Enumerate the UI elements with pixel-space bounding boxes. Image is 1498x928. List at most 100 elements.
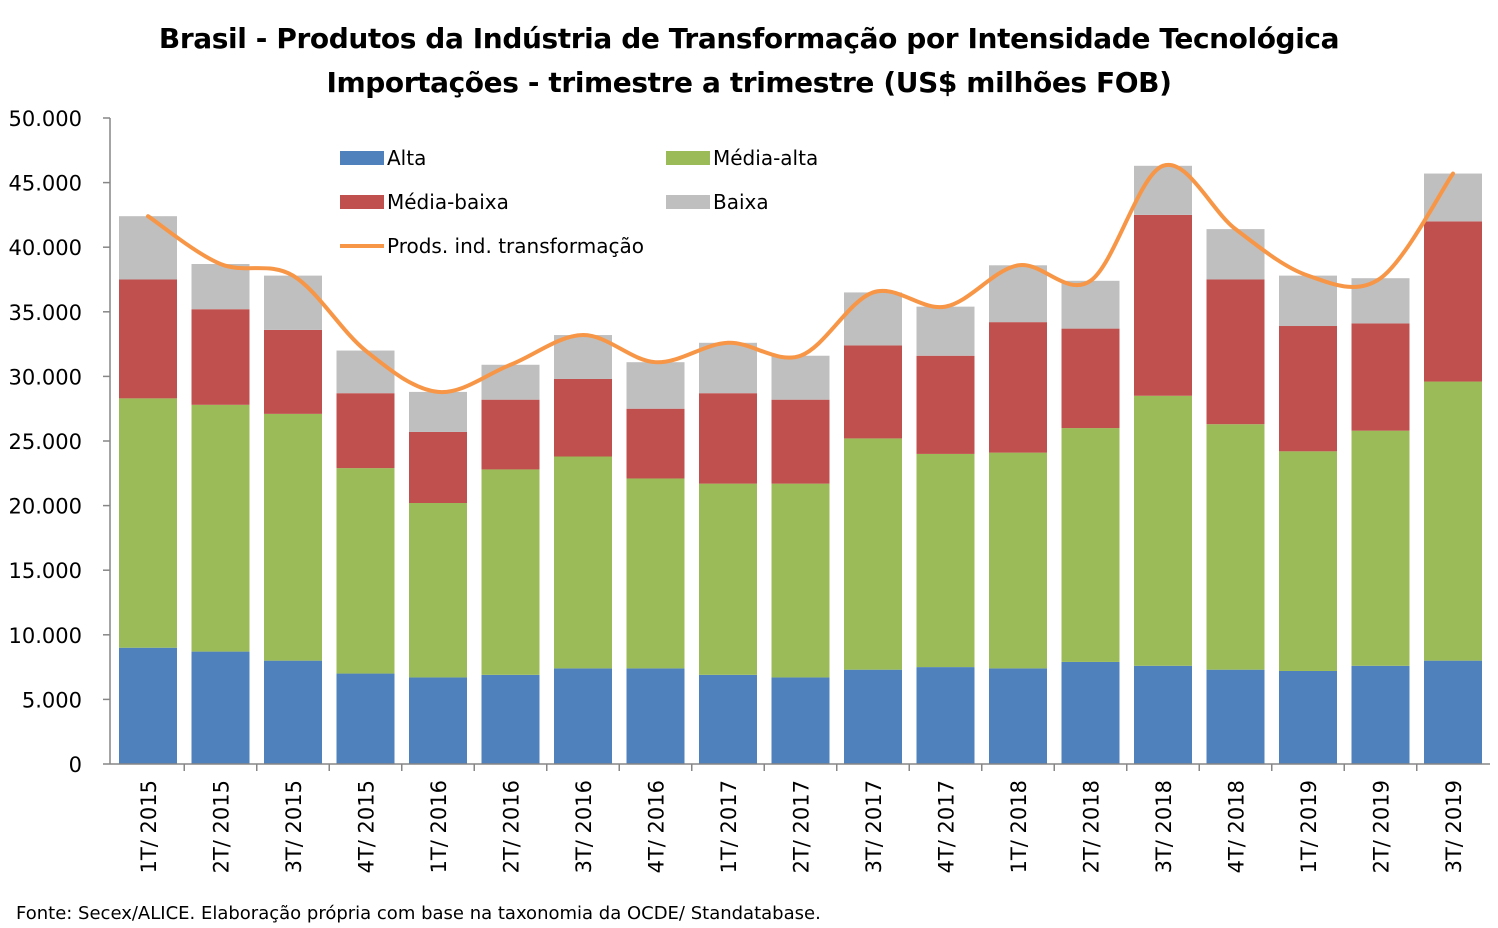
x-tick-label: 2T/ 2019 — [1370, 780, 1394, 873]
chart-title: Brasil - Produtos da Indústria de Transf… — [158, 22, 1340, 55]
bar-m-dia-alta-17 — [1279, 451, 1337, 671]
x-tick-label: 4T/ 2016 — [645, 780, 669, 873]
bar-m-dia-baixa-4 — [336, 393, 395, 469]
bar-m-dia-baixa-7 — [554, 378, 612, 457]
x-tick-label: 1T/ 2017 — [717, 780, 741, 873]
bar-m-dia-baixa-10 — [771, 399, 830, 484]
bar-m-dia-alta-5 — [409, 503, 467, 678]
bar-baixa-14 — [1061, 280, 1120, 329]
bar-alta-13 — [989, 668, 1047, 764]
bar-baixa-16 — [1206, 229, 1265, 280]
y-tick-label: 35.000 — [9, 301, 82, 325]
bar-baixa-3 — [264, 275, 322, 330]
bar-m-dia-alta-15 — [1134, 395, 1192, 666]
y-tick-label: 20.000 — [9, 495, 82, 519]
y-tick-label: 45.000 — [9, 172, 82, 196]
bar-baixa-7 — [554, 335, 612, 379]
bar-alta-4 — [336, 673, 395, 764]
bar-baixa-12 — [916, 306, 975, 356]
bar-m-dia-baixa-9 — [699, 393, 757, 484]
bar-baixa-5 — [409, 391, 467, 432]
x-tick-label: 1T/ 2018 — [1007, 780, 1031, 873]
x-tick-label: 3T/ 2018 — [1152, 780, 1176, 873]
bar-m-dia-alta-10 — [771, 483, 830, 678]
legend-swatch-m-dia-baixa — [340, 195, 384, 209]
bar-m-dia-alta-8 — [626, 478, 685, 669]
bar-baixa-9 — [699, 342, 757, 394]
x-tick-label: 2T/ 2017 — [790, 780, 814, 873]
bar-m-dia-baixa-19 — [1424, 221, 1482, 382]
chart-subtitle: Importações - trimestre a trimestre (US$… — [326, 66, 1172, 99]
bar-alta-8 — [626, 668, 685, 764]
legend-label-m-dia-alta: Média-alta — [713, 146, 818, 170]
total-line-group — [146, 162, 1455, 394]
legend-label-baixa: Baixa — [713, 190, 769, 214]
y-tick-label: 5.000 — [22, 688, 82, 712]
bar-baixa-6 — [481, 364, 540, 400]
bar-alta-2 — [191, 651, 250, 764]
bar-m-dia-alta-1 — [119, 398, 177, 648]
bar-m-dia-alta-13 — [989, 452, 1047, 669]
y-tick-label: 10.000 — [9, 624, 82, 648]
bar-m-dia-baixa-16 — [1206, 279, 1265, 425]
bar-baixa-11 — [844, 292, 902, 346]
bar-alta-16 — [1206, 669, 1265, 764]
bar-baixa-19 — [1424, 173, 1482, 222]
bar-m-dia-baixa-11 — [844, 345, 902, 439]
x-tick-label: 1T/ 2016 — [427, 780, 451, 873]
bar-m-dia-baixa-18 — [1351, 323, 1410, 431]
legend-label-m-dia-baixa: Média-baixa — [387, 190, 509, 214]
bar-alta-18 — [1351, 665, 1410, 764]
x-tick-label: 1T/ 2019 — [1297, 780, 1321, 873]
bar-m-dia-baixa-6 — [481, 399, 540, 470]
bar-alta-1 — [119, 647, 177, 764]
y-tick-label: 50.000 — [9, 107, 82, 131]
source-note: Fonte: Secex/ALICE. Elaboração própria c… — [16, 903, 821, 924]
y-axis: 0 5.000 10.000 15.000 20.000 25.000 30.000 35.0… — [9, 107, 111, 777]
bar-baixa-4 — [336, 350, 395, 394]
x-tick-label: 2T/ 2018 — [1080, 780, 1104, 873]
bar-alta-7 — [554, 668, 612, 764]
bar-m-dia-baixa-2 — [191, 309, 250, 405]
bar-m-dia-baixa-13 — [989, 322, 1047, 453]
bar-alta-15 — [1134, 665, 1192, 764]
bar-m-dia-alta-18 — [1351, 430, 1410, 666]
bar-alta-9 — [699, 674, 757, 764]
x-tick-label: 4T/ 2018 — [1225, 780, 1249, 873]
bar-m-dia-alta-11 — [844, 438, 902, 670]
x-tick-label: 3T/ 2017 — [862, 780, 886, 873]
x-tick-label: 1T/ 2015 — [137, 780, 161, 873]
bar-alta-10 — [771, 677, 830, 764]
x-tick-label: 2T/ 2016 — [500, 780, 524, 873]
bar-alta-11 — [844, 669, 902, 764]
legend: Alta Média-alta Média-baixa Baixa Prods. ind… — [340, 146, 818, 258]
legend-label-alta: Alta — [387, 146, 426, 170]
bar-alta-5 — [409, 677, 467, 764]
y-tick-label: 40.000 — [9, 236, 82, 260]
y-tick-label: 30.000 — [9, 365, 82, 389]
bar-m-dia-baixa-17 — [1279, 326, 1337, 452]
x-tick-label: 4T/ 2015 — [355, 780, 379, 873]
bar-m-dia-alta-14 — [1061, 428, 1120, 662]
legend-label-line: Prods. ind. transformação — [387, 234, 644, 258]
bar-alta-19 — [1424, 660, 1482, 764]
x-tick-label: 3T/ 2016 — [572, 780, 596, 873]
legend-swatch-alta — [340, 151, 384, 165]
bar-m-dia-baixa-8 — [626, 408, 685, 479]
y-tick-label: 0 — [69, 753, 82, 777]
bar-baixa-2 — [191, 263, 250, 310]
bar-m-dia-alta-16 — [1206, 424, 1265, 670]
bar-m-dia-alta-9 — [699, 483, 757, 675]
legend-swatch-baixa — [666, 195, 710, 209]
bar-alta-3 — [264, 660, 322, 764]
bar-m-dia-alta-4 — [336, 468, 395, 674]
bar-m-dia-baixa-15 — [1134, 214, 1192, 396]
bar-m-dia-alta-2 — [191, 404, 250, 652]
bar-baixa-10 — [771, 355, 830, 400]
bar-m-dia-alta-7 — [554, 456, 612, 669]
bar-alta-12 — [916, 667, 975, 764]
bar-m-dia-baixa-14 — [1061, 328, 1120, 429]
bar-m-dia-alta-12 — [916, 453, 975, 668]
x-tick-label: 3T/ 2019 — [1442, 780, 1466, 873]
bar-m-dia-alta-6 — [481, 469, 540, 675]
